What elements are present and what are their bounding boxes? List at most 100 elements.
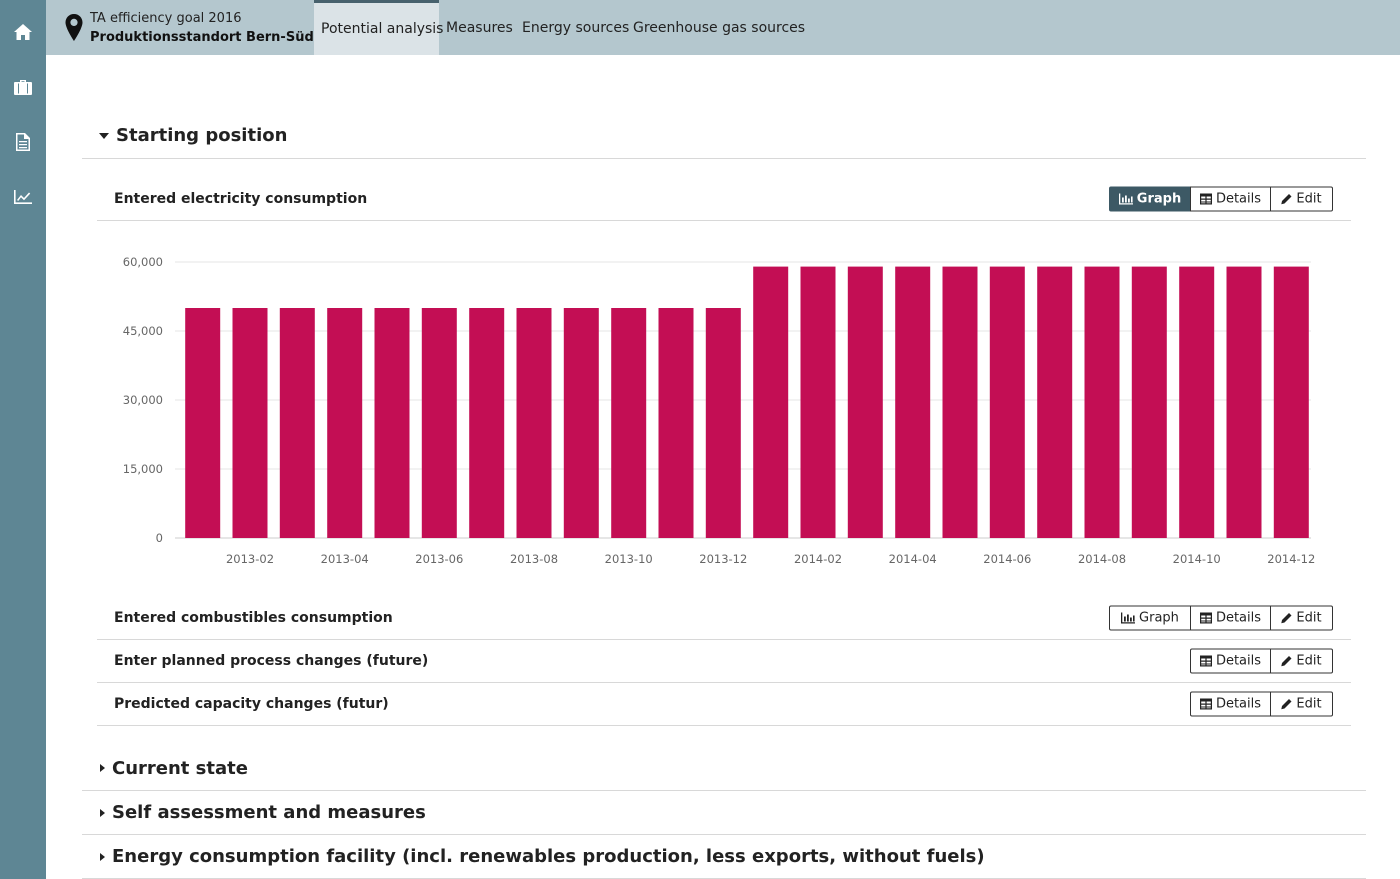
bar-2013-09[interactable]	[563, 308, 599, 538]
sidebar	[0, 0, 46, 879]
bar-2014-12[interactable]	[1273, 266, 1309, 538]
caret-right-icon	[100, 852, 105, 861]
panel-title: Entered combustibles consumption	[114, 610, 393, 626]
panel-combustibles-consumption: Entered combustibles consumption Graph D…	[97, 597, 1351, 640]
bar-2014-03[interactable]	[847, 266, 883, 538]
bar-2014-11[interactable]	[1226, 266, 1262, 538]
sidebar-item-analytics[interactable]	[0, 177, 46, 217]
section-energy-consumption-facility[interactable]: Energy consumption facility (incl. renew…	[82, 835, 1366, 879]
x-tick-label: 2013-06	[415, 552, 463, 566]
pencil-icon	[1281, 194, 1292, 205]
x-tick-label: 2013-08	[510, 552, 558, 566]
bar-2013-01[interactable]	[185, 308, 221, 538]
bar-2014-10[interactable]	[1179, 266, 1215, 538]
bar-2013-12[interactable]	[705, 308, 741, 538]
panel-title: Predicted capacity changes (futur)	[114, 696, 389, 712]
bar-2013-04[interactable]	[327, 308, 363, 538]
pencil-icon	[1281, 613, 1292, 624]
bar-2013-02[interactable]	[232, 308, 268, 538]
view-toggle-group: Graph Details Edit	[1109, 605, 1333, 631]
bar-2013-11[interactable]	[658, 308, 694, 538]
bar-2014-06[interactable]	[989, 266, 1025, 538]
graph-button[interactable]: Graph	[1109, 605, 1191, 631]
tab-potential-analysis[interactable]: Potential analysis	[314, 0, 443, 55]
details-button[interactable]: Details	[1190, 691, 1271, 717]
edit-button[interactable]: Edit	[1270, 691, 1333, 717]
tab-greenhouse-gas-sources[interactable]: Greenhouse gas sources	[633, 0, 805, 55]
edit-button[interactable]: Edit	[1270, 648, 1333, 674]
table-icon	[1199, 698, 1212, 710]
section-title: Self assessment and measures	[112, 802, 426, 823]
bar-2013-03[interactable]	[279, 308, 315, 538]
electricity-consumption-chart: 0 15,000 30,000 45,000 60,000 2013-02 2013-04 2…	[123, 255, 1316, 566]
details-button[interactable]: Details	[1190, 186, 1271, 212]
home-icon	[14, 24, 32, 40]
panel-title: Entered electricity consumption	[114, 191, 368, 207]
bar-2013-10[interactable]	[611, 308, 647, 538]
x-tick-label: 2014-08	[1078, 552, 1126, 566]
sidebar-item-home[interactable]	[0, 12, 46, 52]
site-name: Produktionsstandort Bern-Süd	[90, 30, 314, 45]
table-icon	[1199, 612, 1212, 624]
panel-predicted-capacity-changes: Predicted capacity changes (futur) Detai…	[97, 683, 1351, 726]
sidebar-item-reports[interactable]	[0, 122, 46, 162]
bar-2014-09[interactable]	[1131, 266, 1167, 538]
edit-button[interactable]: Edit	[1270, 186, 1333, 212]
x-tick-label: 2013-02	[226, 552, 274, 566]
y-tick-label: 15,000	[123, 462, 163, 476]
view-toggle-group: Graph Details Edit	[1109, 186, 1333, 212]
tab-energy-sources[interactable]: Energy sources	[522, 0, 629, 55]
pencil-icon	[1281, 699, 1292, 710]
tab-label: Greenhouse gas sources	[633, 19, 806, 36]
view-toggle-group: Details Edit	[1190, 648, 1333, 674]
goal-name: TA efficiency goal 2016	[90, 11, 242, 26]
panel-electricity-consumption: Entered electricity consumption Graph De…	[97, 178, 1351, 221]
x-tick-label: 2014-10	[1173, 552, 1221, 566]
panel-title: Enter planned process changes (future)	[114, 653, 429, 669]
briefcase-icon	[14, 80, 32, 95]
section-self-assessment[interactable]: Self assessment and measures	[82, 791, 1366, 835]
button-label: Details	[1215, 610, 1262, 626]
section-starting-position[interactable]: Starting position	[82, 113, 1366, 159]
bar-2013-07[interactable]	[469, 308, 505, 538]
x-tick-label: 2013-12	[699, 552, 747, 566]
tab-measures[interactable]: Measures	[446, 0, 513, 55]
button-label: Edit	[1296, 610, 1322, 626]
bar-2014-05[interactable]	[942, 266, 978, 538]
details-button[interactable]: Details	[1190, 648, 1271, 674]
graph-button[interactable]: Graph	[1109, 186, 1191, 212]
button-label: Edit	[1296, 191, 1322, 207]
bar-2014-07[interactable]	[1037, 266, 1073, 538]
bar-chart-icon	[1121, 612, 1136, 624]
button-label: Details	[1215, 653, 1262, 669]
map-pin-icon	[65, 14, 83, 41]
button-label: Edit	[1296, 653, 1322, 669]
y-tick-label: 0	[156, 531, 163, 545]
button-label: Graph	[1139, 610, 1179, 626]
bar-2014-04[interactable]	[895, 266, 931, 538]
bar-2013-08[interactable]	[516, 308, 552, 538]
button-label: Details	[1215, 696, 1262, 712]
document-icon	[16, 133, 30, 151]
caret-right-icon	[100, 764, 105, 772]
x-tick-label: 2014-06	[983, 552, 1031, 566]
section-title: Starting position	[116, 125, 288, 146]
caret-down-icon	[99, 132, 109, 139]
sidebar-item-projects[interactable]	[0, 67, 46, 107]
caret-right-icon	[100, 808, 105, 817]
details-button[interactable]: Details	[1190, 605, 1271, 631]
bar-2013-05[interactable]	[374, 308, 410, 538]
bar-2013-06[interactable]	[421, 308, 457, 538]
location-selector[interactable]: TA efficiency goal 2016 Produktionsstand…	[64, 6, 314, 50]
bar-2014-01[interactable]	[753, 266, 789, 538]
section-current-state[interactable]: Current state	[82, 746, 1366, 791]
x-tick-label: 2014-02	[794, 552, 842, 566]
bar-2014-08[interactable]	[1084, 266, 1120, 538]
section-title: Current state	[112, 757, 248, 779]
bar-2014-02[interactable]	[800, 266, 836, 538]
y-tick-label: 30,000	[123, 393, 163, 407]
x-tick-label: 2013-04	[321, 552, 369, 566]
button-label: Graph	[1136, 191, 1182, 207]
pencil-icon	[1281, 656, 1292, 667]
edit-button[interactable]: Edit	[1270, 605, 1333, 631]
